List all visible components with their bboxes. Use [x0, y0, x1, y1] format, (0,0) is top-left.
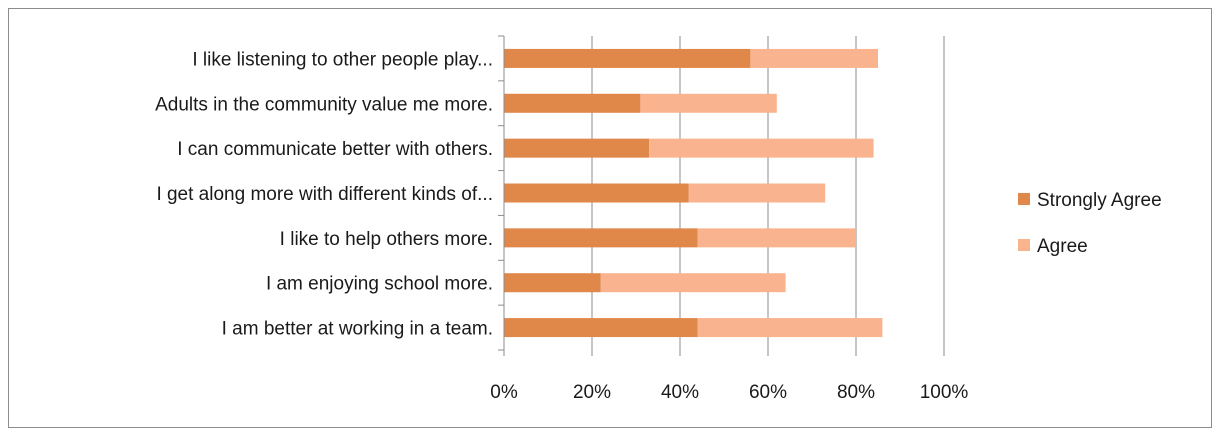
bar-strongly-agree	[504, 273, 601, 293]
bar-agree	[688, 183, 826, 203]
bar-strongly-agree	[504, 48, 751, 68]
category-label: I like to help others more.	[280, 229, 493, 250]
bar-strongly-agree	[504, 93, 641, 113]
legend-label: Agree	[1037, 236, 1088, 257]
bars	[504, 48, 883, 338]
bar-agree	[750, 48, 878, 68]
x-tick-label: 100%	[920, 382, 969, 403]
x-tick-label: 60%	[749, 382, 787, 403]
legend-swatch	[1018, 193, 1030, 205]
legend-label: Strongly Agree	[1037, 190, 1162, 211]
axes	[498, 35, 945, 356]
bar-strongly-agree	[504, 228, 698, 248]
category-label: I can communicate better with others.	[177, 139, 493, 160]
category-label: I am better at working in a team.	[222, 319, 493, 340]
x-tick-label: 40%	[661, 382, 699, 403]
bar-strongly-agree	[504, 183, 689, 203]
bar-strongly-agree	[504, 318, 698, 338]
bar-agree	[640, 93, 777, 113]
category-label: I am enjoying school more.	[266, 274, 493, 295]
legend-swatch	[1018, 239, 1030, 251]
x-tick-label: 20%	[573, 382, 611, 403]
bar-strongly-agree	[504, 138, 650, 158]
x-tick-label: 0%	[490, 382, 518, 403]
category-labels: I like listening to other people play...…	[155, 49, 493, 339]
category-label: I like listening to other people play...	[192, 49, 493, 70]
category-label: I get along more with different kinds of…	[156, 184, 493, 205]
bar-agree	[697, 228, 856, 248]
bar-agree	[649, 138, 874, 158]
category-label: Adults in the community value me more.	[155, 94, 493, 115]
bar-agree	[697, 318, 883, 338]
x-tick-label: 80%	[837, 382, 875, 403]
legend: Strongly Agree Agree	[1018, 190, 1162, 257]
bar-agree	[600, 273, 786, 293]
x-tick-labels: 0% 20% 40% 60% 80% 100%	[490, 382, 968, 403]
chart-frame	[8, 8, 1212, 428]
